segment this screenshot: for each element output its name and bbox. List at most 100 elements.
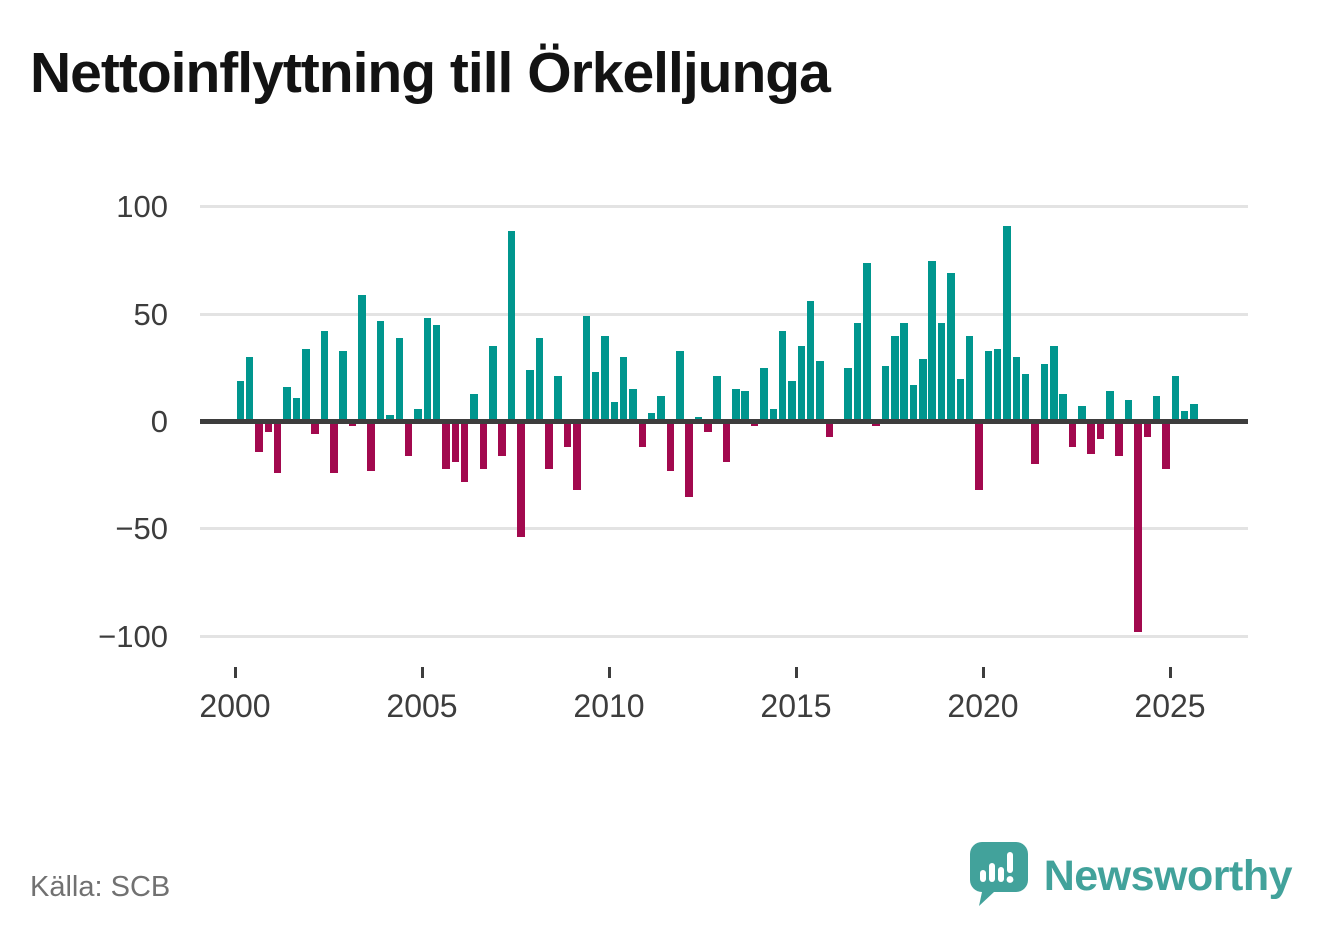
bar bbox=[1003, 226, 1011, 422]
bar bbox=[376, 320, 385, 422]
bar bbox=[844, 367, 852, 422]
source-note: Källa: SCB bbox=[30, 871, 171, 903]
bar bbox=[984, 350, 993, 422]
bar bbox=[582, 316, 590, 422]
bar bbox=[1087, 421, 1095, 454]
bar bbox=[666, 421, 675, 471]
y-gridline bbox=[200, 634, 1248, 638]
bar bbox=[591, 372, 600, 422]
x-axis-tick-label: 2000 bbox=[199, 688, 271, 724]
bar bbox=[704, 421, 712, 433]
y-axis-tick-label: 50 bbox=[133, 296, 168, 332]
x-axis-tick-label: 2020 bbox=[947, 688, 1019, 724]
chart-title: Nettoinflyttning till Örkelljunga bbox=[30, 41, 831, 105]
bar bbox=[1115, 421, 1123, 456]
zero-axis-line bbox=[200, 419, 1248, 424]
bar bbox=[358, 294, 366, 422]
bar bbox=[479, 421, 488, 469]
bar bbox=[1190, 404, 1198, 422]
newsworthy-branding: Newsworthy bbox=[968, 840, 1293, 913]
x-axis-tick-label: 2025 bbox=[1134, 688, 1206, 724]
bar bbox=[1143, 421, 1151, 437]
x-axis-tick-label: 2005 bbox=[386, 688, 458, 724]
bar bbox=[517, 421, 525, 538]
bar bbox=[1059, 393, 1067, 422]
bar bbox=[451, 421, 460, 463]
bar bbox=[741, 391, 749, 422]
bar bbox=[956, 378, 964, 422]
bar bbox=[806, 301, 815, 422]
bar bbox=[1040, 363, 1049, 422]
bar bbox=[535, 337, 544, 422]
bar bbox=[760, 367, 768, 422]
y-axis-tick-label: −100 bbox=[98, 618, 168, 654]
bar bbox=[563, 421, 572, 448]
bar bbox=[928, 260, 936, 422]
bar bbox=[414, 408, 422, 422]
bar bbox=[460, 421, 469, 482]
y-gridline bbox=[200, 205, 1248, 209]
bar bbox=[1162, 421, 1170, 469]
bar bbox=[975, 421, 983, 491]
y-gridline bbox=[200, 312, 1248, 316]
bar bbox=[629, 389, 637, 422]
bar bbox=[900, 322, 908, 422]
y-gridline bbox=[200, 527, 1248, 531]
x-axis-tick-label: 2010 bbox=[573, 688, 645, 724]
bar bbox=[507, 230, 516, 422]
bar bbox=[498, 421, 506, 456]
bar bbox=[881, 365, 890, 422]
bar bbox=[797, 346, 806, 422]
bar bbox=[367, 421, 375, 471]
x-axis-tick bbox=[607, 667, 611, 678]
bar bbox=[1134, 421, 1142, 632]
bar bbox=[339, 350, 347, 422]
bar bbox=[423, 318, 432, 422]
bar bbox=[1078, 406, 1086, 422]
x-axis-tick bbox=[981, 667, 985, 678]
bar bbox=[273, 421, 282, 473]
y-axis-tick-label: 0 bbox=[150, 404, 168, 439]
bar bbox=[489, 346, 497, 422]
bar bbox=[937, 322, 946, 422]
y-axis-tick-label: −50 bbox=[115, 511, 168, 547]
bar bbox=[554, 376, 562, 422]
bar bbox=[255, 421, 263, 452]
bar bbox=[236, 380, 245, 422]
bar bbox=[1012, 357, 1021, 422]
bar bbox=[638, 421, 647, 448]
bar bbox=[788, 380, 796, 422]
bar bbox=[769, 408, 777, 422]
bar bbox=[470, 393, 478, 422]
bar bbox=[619, 357, 628, 422]
bar bbox=[919, 359, 927, 422]
bar bbox=[891, 335, 899, 422]
bar bbox=[404, 421, 413, 456]
bar bbox=[676, 350, 684, 422]
bar bbox=[526, 369, 534, 422]
speech-bubble-bar-chart-icon bbox=[968, 840, 1030, 913]
bar bbox=[853, 322, 862, 422]
bar bbox=[685, 421, 693, 497]
brand-name: Newsworthy bbox=[1043, 852, 1293, 900]
x-axis-tick bbox=[420, 667, 424, 678]
bar bbox=[732, 389, 740, 422]
x-axis-tick bbox=[794, 667, 798, 678]
bar bbox=[311, 421, 319, 435]
bar bbox=[947, 273, 955, 422]
bar bbox=[863, 262, 871, 422]
bar bbox=[1068, 421, 1077, 448]
bar bbox=[1171, 376, 1180, 422]
bar bbox=[330, 421, 338, 473]
bar bbox=[610, 402, 619, 422]
bar bbox=[778, 331, 787, 422]
bar bbox=[292, 397, 301, 422]
bar bbox=[825, 421, 834, 437]
bar bbox=[722, 421, 731, 463]
bar bbox=[264, 421, 273, 433]
bar bbox=[965, 335, 974, 422]
bar bbox=[442, 421, 450, 469]
bar bbox=[386, 415, 394, 422]
